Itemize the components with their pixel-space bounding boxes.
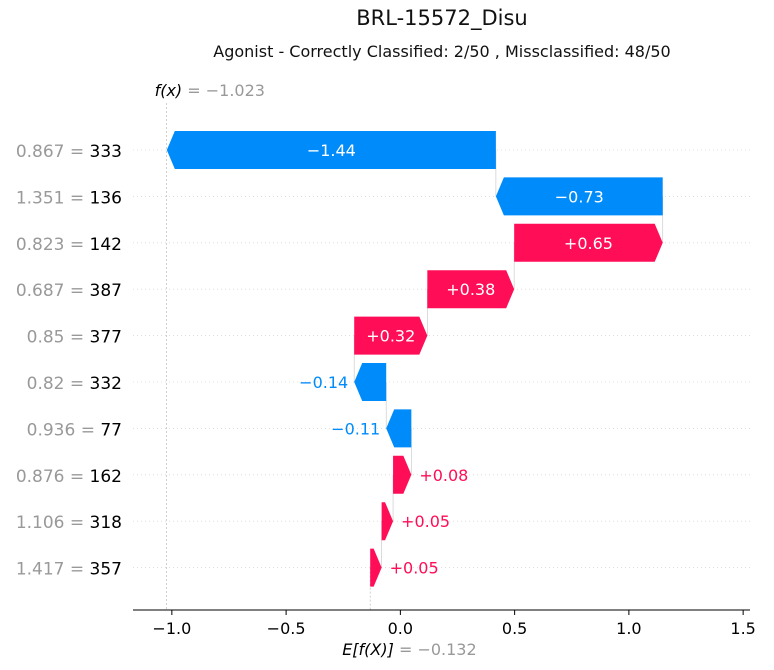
x-tick-label: −0.5	[267, 619, 306, 638]
feature-value: 0.85 =	[27, 328, 90, 348]
bar-332	[354, 363, 387, 401]
feature-value: 0.82 =	[27, 374, 90, 394]
y-label-77: 0.936 = 77	[27, 420, 122, 440]
fx-label-value: = −1.023	[182, 81, 265, 100]
bar-142	[514, 223, 663, 262]
bar-label-162: +0.08	[419, 466, 468, 485]
feature-name: 318	[90, 513, 122, 533]
feature-name: 387	[90, 281, 122, 301]
fx-label-name: f(x)	[155, 81, 183, 100]
x-tick-label: −1.0	[152, 619, 191, 638]
bar-label-77: −0.11	[331, 419, 380, 438]
feature-name: 332	[90, 374, 122, 394]
y-label-318: 1.106 = 318	[16, 513, 122, 533]
bar-387	[427, 270, 515, 309]
base-label-value: = −0.132	[394, 640, 477, 659]
bar-162	[393, 455, 412, 494]
chart-subtitle: Agonist - Correctly Classified: 2/50 , M…	[213, 42, 671, 61]
y-label-332: 0.82 = 332	[27, 374, 122, 394]
bar-label-332: −0.14	[299, 373, 348, 392]
bar-77	[386, 409, 412, 448]
bar-label-377: +0.32	[366, 327, 415, 346]
feature-value: 1.106 =	[16, 513, 90, 533]
y-label-333: 0.867 = 333	[16, 142, 122, 162]
chart-title: BRL-15572_Disu	[356, 6, 528, 30]
feature-value: 0.867 =	[16, 142, 90, 162]
bar-label-387: +0.38	[446, 280, 495, 299]
y-label-357: 1.417 = 357	[16, 560, 122, 580]
y-labels: 0.867 = 333 1.351 = 136 0.823 = 142 0.687 =…	[16, 142, 122, 580]
fx-label: f(x) = −1.023	[155, 81, 265, 100]
bar-labels: −1.44 −0.73 +0.65 +0.38 +0.32 −0.14 −0.11 +0.08…	[299, 141, 613, 578]
bar-label-136: −0.73	[555, 187, 604, 206]
feature-name: 357	[90, 560, 122, 580]
x-axis: −1.0 −0.5 0.0 0.5 1.0 1.5	[133, 609, 756, 638]
feature-name: 333	[90, 142, 122, 162]
feature-value: 0.936 =	[27, 420, 101, 440]
y-label-377: 0.85 = 377	[27, 328, 122, 348]
bar-label-318: +0.05	[401, 512, 450, 531]
bar-136	[495, 177, 663, 216]
bar-357	[370, 548, 382, 587]
bars	[166, 131, 663, 587]
bar-318	[381, 502, 394, 541]
base-label-name: E[f(X)]	[342, 640, 394, 659]
x-tick-label: 0.0	[388, 619, 413, 638]
bar-377	[354, 316, 428, 355]
y-label-142: 0.823 = 142	[16, 235, 122, 255]
y-label-162: 0.876 = 162	[16, 467, 122, 487]
x-tick-label: 0.5	[502, 619, 527, 638]
feature-name: 162	[90, 467, 122, 487]
feature-name: 136	[90, 188, 122, 208]
feature-value: 0.687 =	[16, 281, 90, 301]
feature-value: 1.351 =	[16, 188, 90, 208]
y-label-136: 1.351 = 136	[16, 188, 122, 208]
base-value-label: E[f(X)] = −0.132	[342, 640, 476, 659]
feature-name: 77	[100, 420, 122, 440]
bar-333	[166, 131, 496, 169]
y-label-387: 0.687 = 387	[16, 281, 122, 301]
feature-value: 0.823 =	[16, 235, 90, 255]
feature-value: 1.417 =	[16, 560, 90, 580]
bar-label-142: +0.65	[564, 234, 613, 253]
x-tick-label: 1.5	[730, 619, 755, 638]
x-tick-label: 1.0	[616, 619, 641, 638]
feature-value: 0.876 =	[16, 467, 90, 487]
bar-label-357: +0.05	[390, 559, 439, 578]
feature-name: 377	[90, 328, 122, 348]
feature-name: 142	[90, 235, 122, 255]
bar-label-333: −1.44	[307, 141, 356, 160]
